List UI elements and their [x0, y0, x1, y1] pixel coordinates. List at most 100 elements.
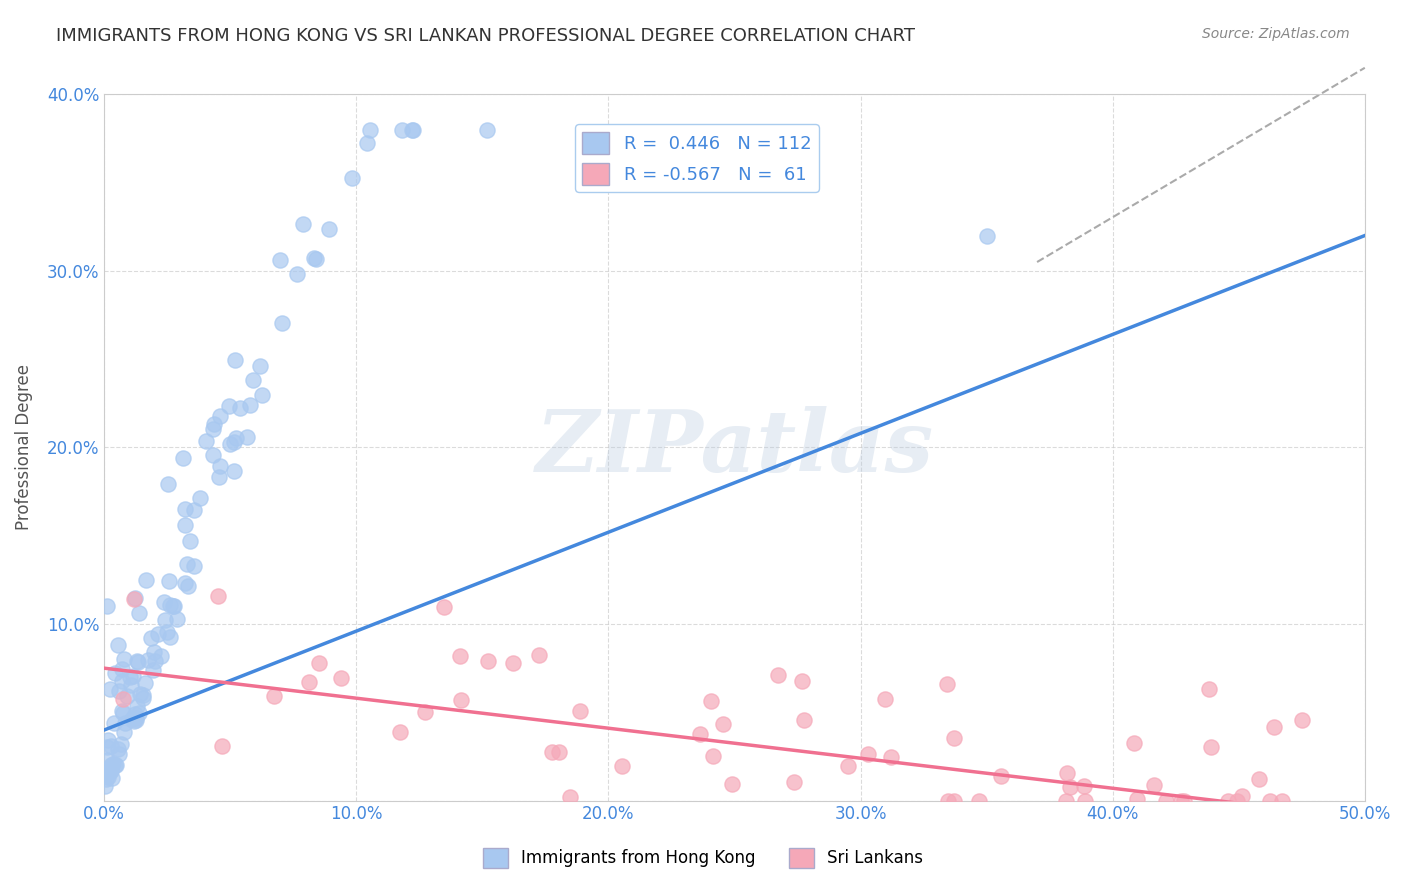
- Point: [700, 693, 723, 707]
- Point: [391, 122, 413, 136]
- Point: [720, 777, 742, 791]
- Point: [318, 222, 340, 236]
- Point: [159, 598, 181, 612]
- Point: [98, 681, 121, 696]
- Point: [97, 733, 120, 747]
- Point: [1142, 778, 1164, 792]
- Point: [766, 668, 789, 682]
- Point: [143, 645, 166, 659]
- Point: [856, 747, 879, 761]
- Point: [880, 750, 903, 764]
- Point: [177, 579, 200, 593]
- Point: [128, 687, 150, 701]
- Point: [103, 756, 125, 771]
- Point: [98, 764, 121, 778]
- Point: [793, 713, 815, 727]
- Point: [96, 599, 118, 613]
- Point: [124, 706, 146, 721]
- Point: [104, 666, 127, 681]
- Legend: Immigrants from Hong Kong, Sri Lankans: Immigrants from Hong Kong, Sri Lankans: [477, 841, 929, 875]
- Point: [1291, 713, 1313, 727]
- Point: [229, 401, 252, 415]
- Point: [475, 122, 498, 136]
- Point: [194, 434, 217, 448]
- Point: [111, 691, 134, 706]
- Point: [111, 705, 134, 719]
- Point: [529, 648, 551, 662]
- Point: [139, 631, 162, 645]
- Point: [936, 794, 959, 808]
- Text: Source: ZipAtlas.com: Source: ZipAtlas.com: [1202, 27, 1350, 41]
- Point: [94, 772, 117, 786]
- Point: [179, 534, 201, 549]
- Point: [1054, 794, 1077, 808]
- Point: [967, 794, 990, 808]
- Point: [1263, 720, 1285, 734]
- Point: [127, 654, 149, 668]
- Point: [388, 724, 411, 739]
- Y-axis label: Professional Degree: Professional Degree: [15, 365, 32, 531]
- Point: [340, 170, 363, 185]
- Point: [127, 699, 149, 714]
- Point: [112, 652, 135, 666]
- Point: [135, 573, 157, 587]
- Point: [166, 611, 188, 625]
- Point: [211, 739, 233, 753]
- Point: [112, 706, 135, 720]
- Point: [183, 503, 205, 517]
- Point: [162, 599, 184, 614]
- Point: [127, 656, 149, 670]
- Point: [145, 654, 167, 668]
- Point: [208, 409, 231, 423]
- Point: [176, 557, 198, 571]
- Point: [502, 657, 524, 671]
- Point: [359, 122, 381, 136]
- Point: [125, 711, 148, 725]
- Point: [100, 758, 122, 772]
- Point: [225, 431, 247, 445]
- Point: [1232, 789, 1254, 803]
- Point: [118, 670, 141, 684]
- Point: [547, 745, 569, 759]
- Point: [120, 678, 142, 692]
- Point: [111, 674, 134, 689]
- Point: [224, 353, 246, 368]
- Point: [402, 122, 425, 136]
- Point: [269, 253, 291, 268]
- Point: [236, 430, 259, 444]
- Point: [125, 714, 148, 728]
- Point: [174, 518, 197, 533]
- Point: [201, 422, 224, 436]
- Point: [149, 648, 172, 663]
- Point: [413, 706, 436, 720]
- Point: [188, 491, 211, 505]
- Point: [250, 388, 273, 402]
- Point: [136, 653, 159, 667]
- Point: [1123, 737, 1146, 751]
- Point: [128, 706, 150, 720]
- Point: [239, 398, 262, 412]
- Point: [156, 476, 179, 491]
- Point: [107, 638, 129, 652]
- Point: [93, 779, 115, 793]
- Point: [132, 688, 155, 702]
- Point: [689, 727, 711, 741]
- Point: [97, 770, 120, 784]
- Point: [96, 753, 118, 767]
- Point: [477, 654, 499, 668]
- Legend: R =  0.446   N = 112, R = -0.567   N =  61: R = 0.446 N = 112, R = -0.567 N = 61: [575, 125, 818, 192]
- Point: [142, 663, 165, 677]
- Point: [132, 691, 155, 706]
- Point: [401, 122, 423, 136]
- Point: [153, 595, 176, 609]
- Point: [702, 748, 724, 763]
- Point: [356, 136, 378, 151]
- Point: [124, 591, 146, 605]
- Point: [990, 769, 1012, 783]
- Point: [122, 591, 145, 606]
- Point: [183, 559, 205, 574]
- Point: [224, 435, 246, 450]
- Point: [107, 742, 129, 756]
- Point: [207, 589, 229, 603]
- Point: [219, 437, 242, 451]
